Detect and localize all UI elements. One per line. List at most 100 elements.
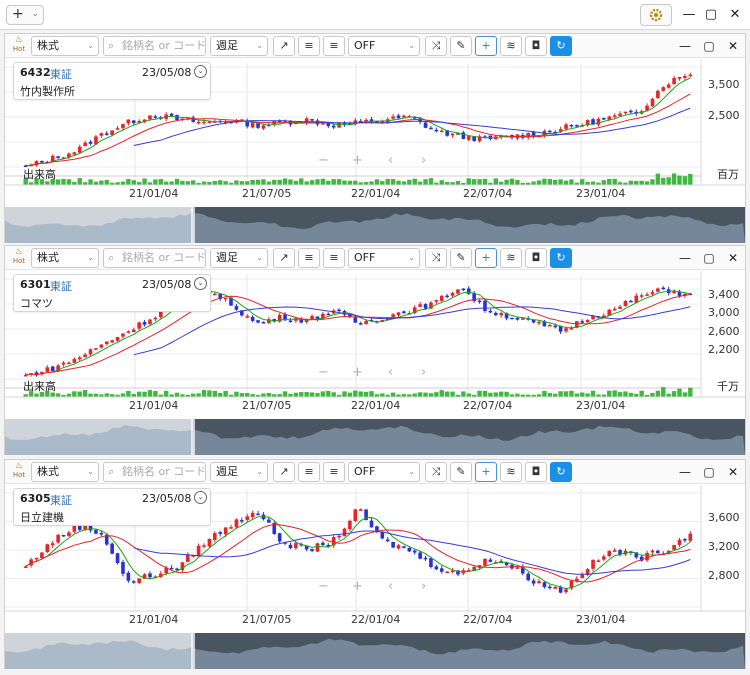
candle-body bbox=[180, 562, 185, 571]
zoom-out-icon[interactable]: − bbox=[318, 579, 329, 594]
sliders-icon[interactable]: ≋ bbox=[500, 462, 522, 482]
camera-icon[interactable]: ◘ bbox=[525, 462, 547, 482]
candle-body bbox=[169, 567, 174, 570]
crosshair-icon[interactable]: + bbox=[475, 248, 497, 268]
candle-body bbox=[472, 293, 476, 302]
volume-bar bbox=[126, 390, 131, 397]
candle-body bbox=[364, 509, 368, 520]
symbol-search-input[interactable]: ⌕ 銘柄名 or コード bbox=[103, 36, 206, 56]
align-left-button[interactable]: ≡ bbox=[298, 36, 320, 56]
indicator-select[interactable]: OFF ⌄ bbox=[348, 36, 420, 56]
candle-body bbox=[391, 116, 395, 119]
shuffle-icon[interactable]: ⤨ bbox=[425, 248, 447, 268]
volume-bar bbox=[72, 391, 77, 397]
close-icon[interactable]: ✕ bbox=[729, 7, 741, 22]
candle-body bbox=[564, 328, 568, 332]
volume-bar bbox=[520, 182, 525, 185]
candle-body bbox=[439, 130, 444, 133]
candle-body bbox=[607, 116, 612, 120]
price-chart[interactable] bbox=[5, 59, 745, 243]
scroll-right-icon[interactable]: › bbox=[421, 579, 427, 594]
scroll-left-icon[interactable]: ‹ bbox=[388, 153, 394, 168]
scroll-right-icon[interactable]: › bbox=[421, 365, 427, 380]
close-icon[interactable]: ✕ bbox=[727, 465, 739, 479]
period-select[interactable]: 週足 ⌄ bbox=[210, 248, 268, 268]
volume-bar bbox=[299, 178, 304, 185]
candle-body bbox=[618, 550, 622, 555]
refresh-icon[interactable]: ↻ bbox=[550, 248, 572, 268]
trendline-button[interactable]: ↗ bbox=[273, 248, 295, 268]
refresh-icon[interactable]: ↻ bbox=[550, 462, 572, 482]
candle-body bbox=[223, 527, 228, 535]
align-right-button[interactable]: ≡ bbox=[323, 36, 345, 56]
period-select[interactable]: 週足 ⌄ bbox=[210, 462, 268, 482]
volume-bar bbox=[428, 393, 434, 397]
pen-icon[interactable]: ✎ bbox=[450, 248, 472, 268]
settings-button[interactable] bbox=[640, 4, 672, 26]
maximize-icon[interactable]: ▢ bbox=[704, 7, 718, 22]
minimize-icon[interactable]: — bbox=[679, 39, 691, 53]
candle-body bbox=[67, 362, 71, 365]
volume-bar bbox=[50, 392, 55, 397]
price-chart[interactable] bbox=[5, 485, 745, 669]
chevron-down-icon[interactable]: ⌄ bbox=[194, 65, 207, 78]
volume-bar bbox=[261, 179, 266, 185]
candle-body bbox=[99, 344, 104, 348]
add-chart-button[interactable]: + ⌄ bbox=[6, 5, 44, 25]
align-left-button[interactable]: ≡ bbox=[298, 248, 320, 268]
align-right-button[interactable]: ≡ bbox=[323, 248, 345, 268]
crosshair-icon[interactable]: + bbox=[475, 36, 497, 56]
maximize-icon[interactable]: ▢ bbox=[703, 251, 715, 265]
indicator-select[interactable]: OFF ⌄ bbox=[348, 248, 420, 268]
zoom-out-icon[interactable]: − bbox=[318, 365, 329, 380]
overview-drag-handle bbox=[191, 207, 195, 243]
zoom-in-icon[interactable]: + bbox=[352, 153, 363, 168]
align-left-button[interactable]: ≡ bbox=[298, 462, 320, 482]
close-icon[interactable]: ✕ bbox=[727, 251, 739, 265]
volume-bar bbox=[444, 181, 450, 185]
zoom-in-icon[interactable]: + bbox=[352, 365, 363, 380]
pen-icon[interactable]: ✎ bbox=[450, 462, 472, 482]
indicator-select[interactable]: OFF ⌄ bbox=[348, 462, 420, 482]
market-select[interactable]: 株式 ⌄ bbox=[31, 36, 99, 56]
sliders-icon[interactable]: ≋ bbox=[500, 36, 522, 56]
shuffle-icon[interactable]: ⤨ bbox=[425, 36, 447, 56]
camera-icon[interactable]: ◘ bbox=[525, 36, 547, 56]
maximize-icon[interactable]: ▢ bbox=[703, 465, 715, 479]
volume-bar bbox=[363, 392, 369, 397]
minimize-icon[interactable]: — bbox=[679, 465, 691, 479]
maximize-icon[interactable]: ▢ bbox=[703, 39, 715, 53]
market-select[interactable]: 株式 ⌄ bbox=[31, 462, 99, 482]
sliders-icon[interactable]: ≋ bbox=[500, 248, 522, 268]
minimize-icon[interactable]: — bbox=[682, 7, 696, 22]
candle-body bbox=[256, 320, 260, 323]
period-select[interactable]: 週足 ⌄ bbox=[210, 36, 268, 56]
pen-icon[interactable]: ✎ bbox=[450, 36, 472, 56]
close-icon[interactable]: ✕ bbox=[727, 39, 739, 53]
volume-bar bbox=[374, 179, 380, 185]
trendline-button[interactable]: ↗ bbox=[273, 462, 295, 482]
symbol-search-input[interactable]: ⌕ 銘柄名 or コード bbox=[103, 462, 206, 482]
align-right-button[interactable]: ≡ bbox=[323, 462, 345, 482]
refresh-icon[interactable]: ↻ bbox=[550, 36, 572, 56]
scroll-left-icon[interactable]: ‹ bbox=[388, 579, 394, 594]
scroll-right-icon[interactable]: › bbox=[421, 153, 427, 168]
shuffle-icon[interactable]: ⤨ bbox=[425, 462, 447, 482]
trendline-button[interactable]: ↗ bbox=[273, 36, 295, 56]
candle-body bbox=[661, 87, 666, 91]
crosshair-icon[interactable]: + bbox=[475, 462, 497, 482]
scroll-left-icon[interactable]: ‹ bbox=[388, 365, 394, 380]
volume-bar bbox=[353, 180, 358, 185]
camera-icon[interactable]: ◘ bbox=[525, 248, 547, 268]
symbol-search-input[interactable]: ⌕ 銘柄名 or コード bbox=[103, 248, 206, 268]
volume-bar bbox=[590, 390, 596, 397]
zoom-out-icon[interactable]: − bbox=[318, 153, 329, 168]
y-tick-label: 3,400 bbox=[708, 288, 740, 301]
market-select[interactable]: 株式 ⌄ bbox=[31, 248, 99, 268]
minimize-icon[interactable]: — bbox=[679, 251, 691, 265]
zoom-in-icon[interactable]: + bbox=[352, 579, 363, 594]
volume-bar bbox=[520, 394, 525, 397]
chevron-down-icon[interactable]: ⌄ bbox=[194, 491, 207, 504]
chevron-down-icon[interactable]: ⌄ bbox=[194, 277, 207, 290]
volume-bar bbox=[601, 180, 607, 185]
